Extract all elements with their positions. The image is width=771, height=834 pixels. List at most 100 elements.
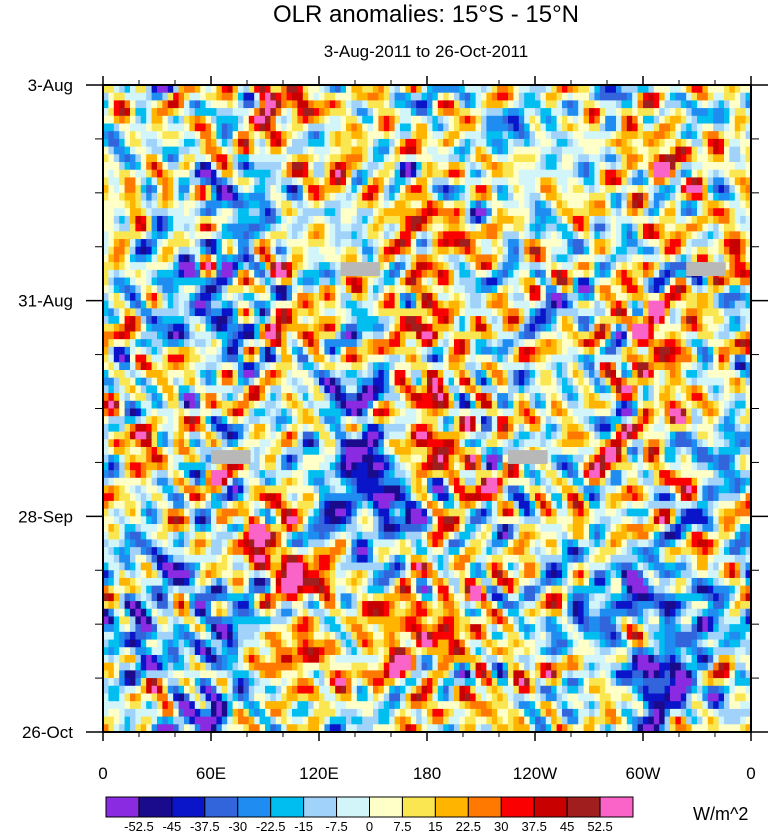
heatmap-cell	[707, 115, 714, 125]
heatmap-cell	[270, 292, 277, 302]
heatmap-cell	[454, 208, 460, 217]
heatmap-cell	[265, 108, 271, 117]
heatmap-cell	[124, 308, 131, 317]
heatmap-cell	[432, 277, 439, 286]
heatmap-cell	[578, 277, 585, 286]
heatmap-cell	[605, 292, 612, 302]
heatmap-cell	[405, 123, 412, 132]
heatmap-cell	[216, 285, 223, 294]
heatmap-cell	[416, 85, 423, 94]
heatmap-cell	[400, 246, 406, 256]
heatmap-cell	[491, 354, 498, 363]
heatmap-cell	[659, 154, 666, 163]
heatmap-cell	[713, 231, 720, 240]
heatmap-cell	[248, 154, 255, 163]
heatmap-cell	[470, 123, 477, 132]
heatmap-cell	[616, 331, 622, 340]
heatmap-cell	[221, 285, 228, 294]
heatmap-cell	[740, 131, 747, 140]
heatmap-cell	[173, 346, 180, 356]
heatmap-cell	[167, 115, 174, 125]
heatmap-cell	[254, 185, 261, 194]
heatmap-cell	[259, 146, 266, 155]
heatmap-cell	[675, 215, 682, 225]
heatmap-cell	[513, 254, 520, 263]
heatmap-cell	[448, 215, 455, 225]
heatmap-cell	[502, 262, 509, 271]
heatmap-cell	[470, 323, 477, 333]
heatmap-cell	[324, 177, 331, 186]
heatmap-cell	[675, 300, 682, 309]
heatmap-cell	[254, 277, 261, 286]
heatmap-cell	[394, 339, 401, 348]
heatmap-cell	[146, 154, 153, 163]
heatmap-cell	[653, 215, 660, 225]
heatmap-cell	[443, 239, 450, 248]
heatmap-cell	[313, 123, 320, 132]
heatmap-cell	[680, 262, 687, 271]
heatmap-cell	[578, 138, 585, 148]
heatmap-cell	[124, 146, 131, 155]
heatmap-cell	[594, 123, 601, 132]
heatmap-cell	[119, 85, 126, 94]
heatmap-cell	[491, 262, 498, 271]
heatmap-cell	[140, 339, 147, 348]
heatmap-cell	[351, 239, 358, 248]
heatmap-cell	[464, 154, 471, 163]
heatmap-cell	[443, 285, 450, 294]
heatmap-cell	[729, 362, 736, 371]
heatmap-cell	[491, 123, 498, 132]
heatmap-cell	[648, 192, 655, 202]
heatmap-cell	[389, 292, 396, 302]
heatmap-cell	[486, 385, 493, 394]
heatmap-cell	[556, 131, 563, 140]
heatmap-cell	[675, 100, 682, 109]
heatmap-cell	[270, 108, 277, 117]
heatmap-cell	[221, 185, 228, 194]
heatmap-cell	[610, 200, 617, 209]
heatmap-cell	[626, 385, 633, 394]
heatmap-cell	[486, 85, 493, 94]
heatmap-cell	[427, 385, 433, 394]
heatmap-cell	[394, 231, 401, 240]
heatmap-cell	[421, 354, 428, 363]
heatmap-cell	[421, 308, 428, 317]
heatmap-cell	[481, 385, 487, 394]
heatmap-cell	[362, 192, 369, 202]
heatmap-cell	[670, 369, 676, 379]
heatmap-cell	[535, 208, 541, 217]
heatmap-cell	[686, 254, 693, 263]
heatmap-cell	[686, 123, 693, 132]
heatmap-cell	[670, 331, 676, 340]
heatmap-cell	[637, 323, 644, 333]
heatmap-cell	[140, 331, 147, 340]
heatmap-cell	[184, 208, 190, 217]
heatmap-cell	[589, 285, 595, 294]
heatmap-cell	[189, 323, 196, 333]
heatmap-cell	[497, 323, 504, 333]
heatmap-cell	[621, 208, 628, 217]
heatmap-cell	[362, 400, 369, 410]
heatmap-cell	[486, 346, 493, 356]
heatmap-cell	[248, 208, 255, 217]
heatmap-cell	[302, 300, 309, 309]
heatmap-cell	[400, 385, 406, 394]
heatmap-cell	[275, 377, 282, 386]
heatmap-cell	[481, 254, 487, 263]
heatmap-cell	[432, 108, 439, 117]
heatmap-cell	[362, 146, 369, 155]
heatmap-cell	[378, 362, 385, 371]
heatmap-cell	[292, 362, 298, 371]
heatmap-cell	[518, 316, 525, 325]
heatmap-cell	[340, 369, 347, 379]
heatmap-cell	[383, 108, 390, 117]
heatmap-cell	[200, 323, 207, 333]
heatmap-cell	[464, 85, 471, 94]
heatmap-cell	[562, 285, 568, 294]
heatmap-cell	[308, 331, 315, 340]
heatmap-cell	[254, 254, 261, 263]
heatmap-cell	[416, 369, 423, 379]
heatmap-cell	[319, 254, 325, 263]
heatmap-cell	[324, 385, 331, 394]
heatmap-cell	[605, 239, 612, 248]
